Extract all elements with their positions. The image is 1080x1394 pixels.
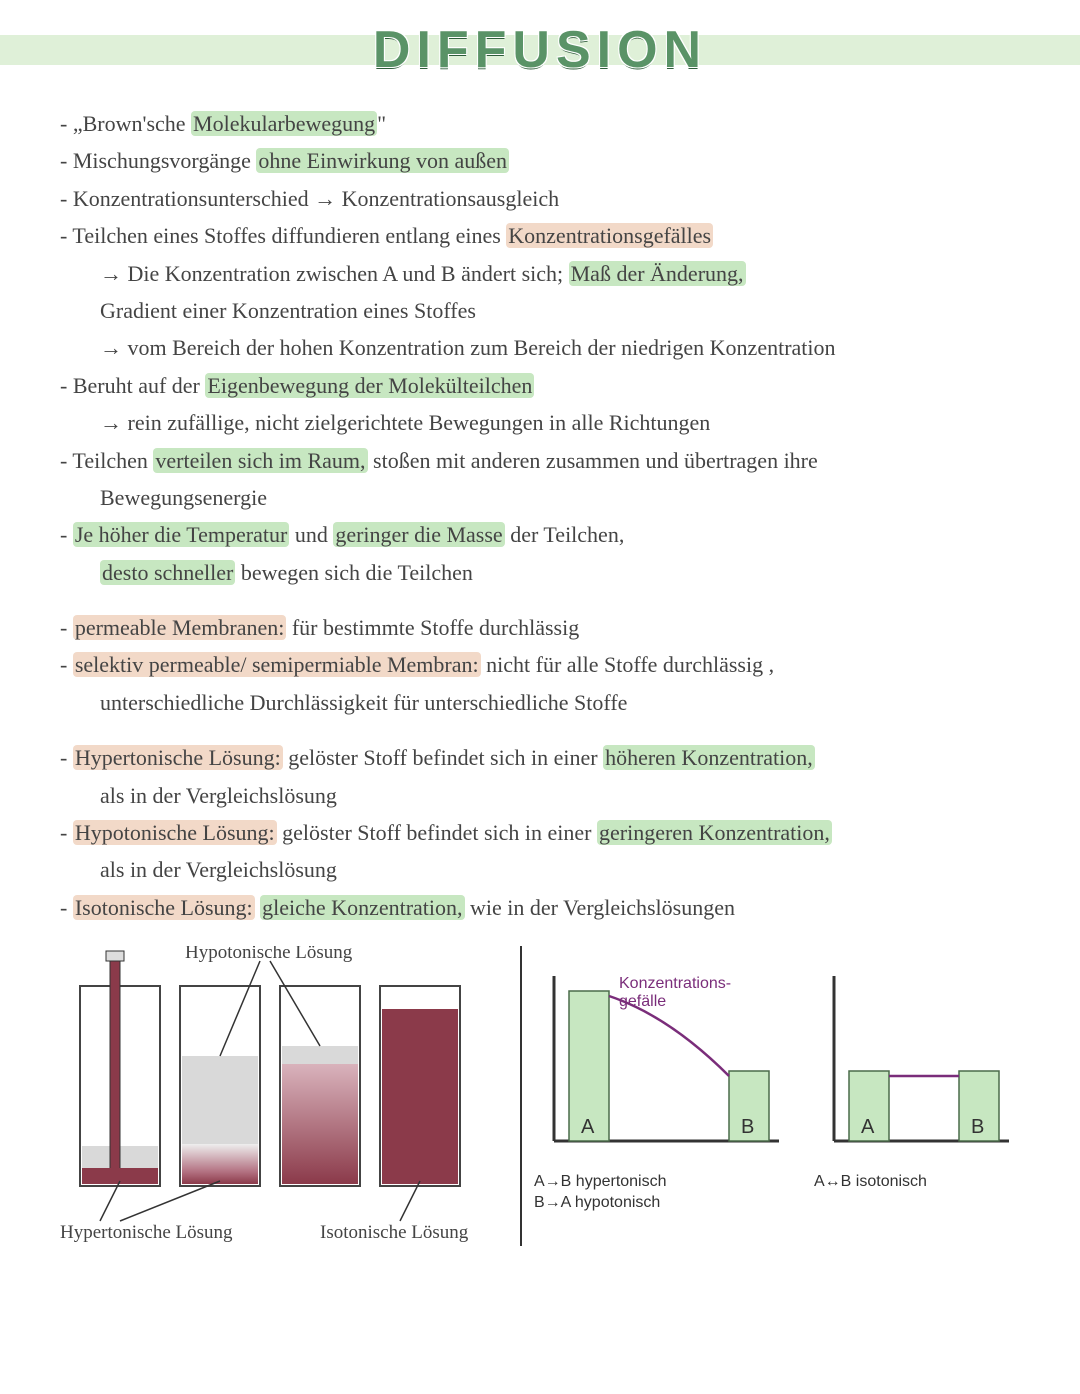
text: - „Brown'sche — [60, 111, 191, 136]
text: - — [60, 745, 73, 770]
note-line: - „Brown'sche Molekularbewegung" — [60, 105, 1020, 142]
chart1-svg: A B Konzentrations-gefälle — [534, 966, 784, 1166]
chart2-caption: A↔B isotonisch — [814, 1172, 927, 1193]
highlight: Je höher die Temperatur — [73, 522, 289, 547]
text: und — [289, 522, 333, 547]
text: - — [60, 820, 73, 845]
highlight: höheren Konzentration, — [603, 745, 815, 770]
text: gelöster Stoff befindet sich in einer — [283, 745, 603, 770]
text: - — [60, 652, 73, 677]
highlight: Hypotonische Lösung: — [73, 820, 277, 845]
note-line: - Teilchen verteilen sich im Raum, stoße… — [60, 442, 1020, 479]
notes: - „Brown'sche Molekularbewegung" - Misch… — [60, 105, 1020, 926]
text: → Die Konzentration zwischen A und B änd… — [100, 261, 569, 286]
highlight: gleiche Konzentration, — [260, 895, 464, 920]
figures-row: Hypotonische Lösung Hypertonische Lösung I… — [60, 946, 1020, 1246]
note-line: - Teilchen eines Stoffes diffundieren en… — [60, 217, 1020, 254]
highlight: Hypertonische Lösung: — [73, 745, 283, 770]
svg-text:Hypotonische Lösung: Hypotonische Lösung — [185, 946, 353, 963]
text: - Teilchen — [60, 448, 153, 473]
svg-text:gefälle: gefälle — [619, 993, 666, 1010]
chart2-svg: AB — [814, 966, 1014, 1166]
text: - Beruht auf der — [60, 373, 205, 398]
tube-svg: Hypotonische Lösung Hypertonische Lösung I… — [60, 946, 520, 1246]
svg-text:B: B — [971, 1116, 984, 1138]
highlight: selektiv permeable/ semipermiable Membra… — [73, 652, 481, 677]
note-line: - Hypotonische Lösung: gelöster Stoff be… — [60, 814, 1020, 851]
svg-text:Isotonische Lösung: Isotonische Lösung — [320, 1222, 469, 1243]
highlight: Molekularbewegung — [191, 111, 377, 136]
highlight: geringeren Konzentration, — [597, 820, 832, 845]
charts-panel: ABKonzentrations-gefälle A→B hypertonisc… — [534, 946, 1020, 1246]
svg-text:Hypertonische Lösung: Hypertonische Lösung — [60, 1222, 233, 1243]
note-line: - Konzentrationsunterschied → Konzentrat… — [60, 180, 1020, 217]
text: nicht für alle Stoffe durchlässig , — [481, 652, 774, 677]
text: - Mischungsvorgänge — [60, 148, 256, 173]
text: der Teilchen, — [505, 522, 625, 547]
page-title: DIFFUSION — [60, 20, 1020, 80]
text: wie in der Vergleichslösungen — [465, 895, 735, 920]
note-line: als in der Vergleichslösung — [60, 851, 1020, 888]
chart-isotonic: AB A↔B isotonisch — [814, 966, 1014, 1193]
text: - — [60, 522, 73, 547]
note-line: → vom Bereich der hohen Konzentration zu… — [60, 329, 1020, 366]
text: stoßen mit anderen zusammen und übertrag… — [368, 448, 818, 473]
chart-gradient: A B Konzentrations-gefälle A→B hypertonisc… — [534, 966, 784, 1214]
svg-text:Konzentrations-: Konzentrations- — [619, 975, 731, 992]
svg-text:A: A — [861, 1116, 875, 1138]
highlight: Isotonische Lösung: — [73, 895, 255, 920]
svg-text:B: B — [741, 1116, 754, 1138]
note-line: - Isotonische Lösung: gleiche Konzentrat… — [60, 889, 1020, 926]
svg-text:A: A — [581, 1116, 595, 1138]
note-line: - permeable Membranen: für bestimmte Sto… — [60, 609, 1020, 646]
note-line: Bewegungsenergie — [60, 479, 1020, 516]
highlight: permeable Membranen: — [73, 615, 287, 640]
note-line: Gradient einer Konzentration eines Stoff… — [60, 292, 1020, 329]
text: - — [60, 895, 73, 920]
highlight: Maß der Änderung, — [569, 261, 746, 286]
text: bewegen sich die Teilchen — [235, 560, 473, 585]
note-line: - Beruht auf der Eigenbewegung der Molek… — [60, 367, 1020, 404]
note-line: - selektiv permeable/ semipermiable Memb… — [60, 646, 1020, 683]
vertical-rule — [520, 946, 522, 1246]
highlight: Konzentrationsgefälles — [506, 223, 713, 248]
note-line: - Je höher die Temperatur und geringer d… — [60, 516, 1020, 553]
note-line: unterschiedliche Durchlässigkeit für unt… — [60, 684, 1020, 721]
chart1-caption: A→B hypertonisch B→A hypotonisch — [534, 1172, 667, 1214]
highlight: verteilen sich im Raum, — [153, 448, 367, 473]
title-band: DIFFUSION — [60, 20, 1020, 80]
text: " — [377, 111, 386, 136]
note-line: - Hypertonische Lösung: gelöster Stoff b… — [60, 739, 1020, 776]
text: gelöster Stoff befindet sich in einer — [277, 820, 597, 845]
note-line: desto schneller bewegen sich die Teilche… — [60, 554, 1020, 591]
note-line: - Mischungsvorgänge ohne Einwirkung von … — [60, 142, 1020, 179]
text: für bestimmte Stoffe durchlässig — [286, 615, 579, 640]
note-line: → Die Konzentration zwischen A und B änd… — [60, 255, 1020, 292]
text: - — [60, 615, 73, 640]
highlight: Eigenbewegung der Molekülteilchen — [205, 373, 534, 398]
text: - Teilchen eines Stoffes diffundieren en… — [60, 223, 506, 248]
text: A→B hypertonisch B→A hypotonisch — [534, 1173, 667, 1211]
tube-diagram: Hypotonische Lösung Hypertonische Lösung I… — [60, 946, 520, 1246]
highlight: desto schneller — [100, 560, 235, 585]
note-line: → rein zufällige, nicht zielgerichtete B… — [60, 404, 1020, 441]
highlight: geringer die Masse — [333, 522, 504, 547]
highlight: ohne Einwirkung von außen — [256, 148, 509, 173]
note-line: als in der Vergleichslösung — [60, 777, 1020, 814]
